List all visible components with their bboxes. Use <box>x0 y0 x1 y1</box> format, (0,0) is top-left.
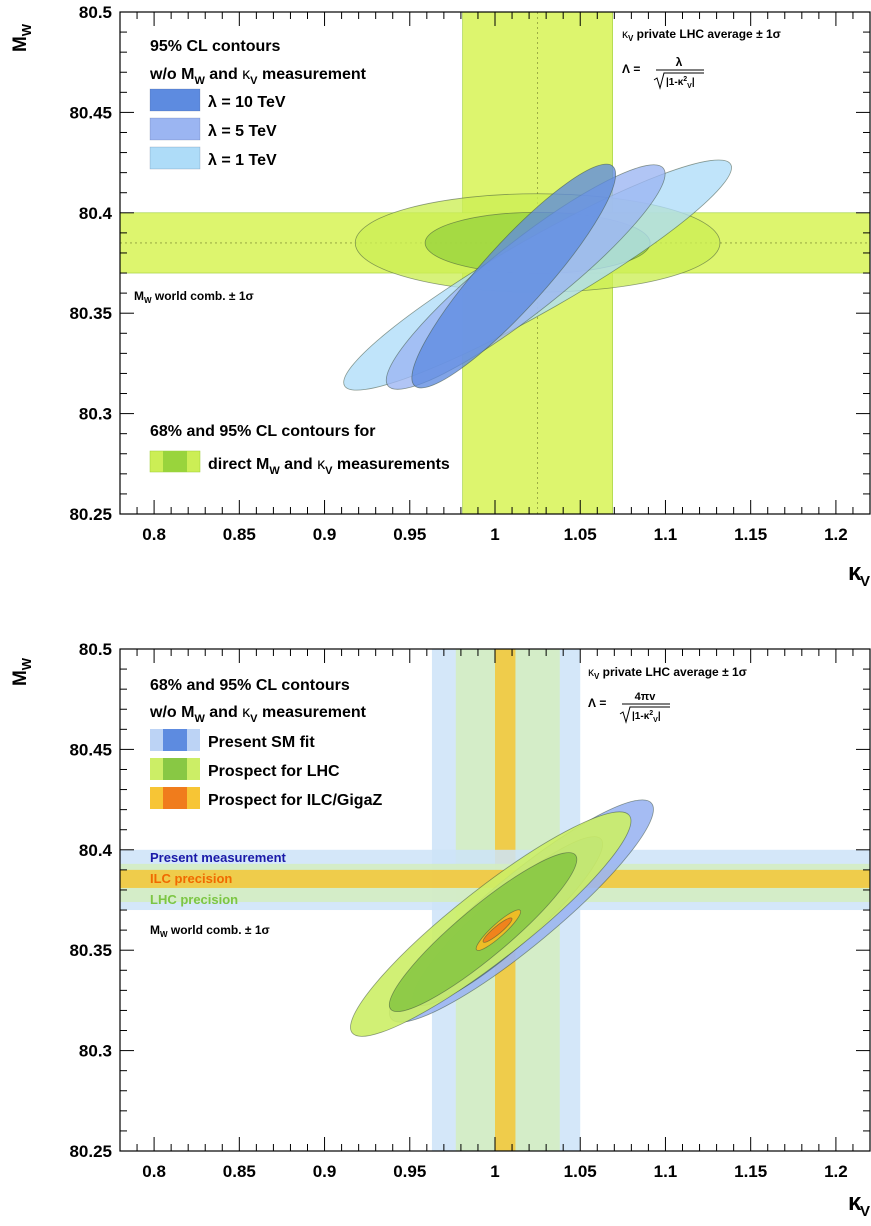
contour-3 <box>388 852 578 1013</box>
svg-text:V: V <box>860 573 870 590</box>
chart-bottom: 0.8 0.85 0.9 0.95 1 1.05 1.1 1.15 1.2 80.25 80.3 80… <box>10 640 871 1220</box>
y-tick-label: 80.5 <box>79 640 112 659</box>
legend-title: 95% CL contours <box>150 38 281 55</box>
x-tick-label: 0.85 <box>223 525 256 544</box>
top-x-axis-label: κ V <box>848 559 870 590</box>
legend-label-2: Prospect for ILC/GigaZ <box>208 792 382 809</box>
lambda-formula: Λ = 4πv |1-κ2V| <box>588 691 670 724</box>
y-tick-label: 80.4 <box>79 204 113 223</box>
bottom-y-axis-label: MW <box>10 657 34 686</box>
svg-text:Λ =: Λ = <box>588 696 606 710</box>
legend-label-1: Prospect for LHC <box>208 763 340 780</box>
legend-swatch-inner-1 <box>163 758 187 780</box>
y-tick-label: 80.5 <box>79 3 112 22</box>
top-annotations: κV private LHC average ± 1σ Λ = λ |1-κ2V… <box>134 27 781 305</box>
x-tick-label: 1.1 <box>654 525 678 544</box>
legend-label-0: Present SM fit <box>208 734 315 751</box>
legend-entries: Present SM fit Prospect for LHC Prospect f… <box>150 729 382 809</box>
legend-label-2: λ = 1 TeV <box>208 152 277 169</box>
legend-swatch-inner-0 <box>163 729 187 751</box>
svg-text:MW: MW <box>10 657 34 686</box>
top-y-axis-label: MW <box>10 23 34 52</box>
x-tick-label: 1 <box>490 525 499 544</box>
legend-label-1: λ = 5 TeV <box>208 123 277 140</box>
top-contours <box>343 159 732 391</box>
mw-band-annotation: MW world comb. ± 1σ <box>150 923 270 939</box>
svg-text:|1-κ2V|: |1-κ2V| <box>632 710 661 724</box>
x-tick-label: 1.1 <box>654 1162 678 1181</box>
kv-band-annotation: κV private LHC average ± 1σ <box>588 665 747 681</box>
direct-legend-label: direct MW and κV measurements <box>208 456 450 477</box>
svg-text:κ: κ <box>848 1189 862 1216</box>
x-tick-label: 1.05 <box>564 525 597 544</box>
contour-4 <box>411 163 617 389</box>
y-tick-label: 80.35 <box>69 304 112 323</box>
contour-5 <box>482 917 513 943</box>
x-tick-label: 0.95 <box>393 525 426 544</box>
lambda-formula: Λ = λ |1-κ2V| <box>622 55 704 90</box>
x-tick-label: 0.85 <box>223 1162 256 1181</box>
svg-text:κ: κ <box>848 559 862 586</box>
y-tick-label: 80.45 <box>69 740 112 759</box>
svg-text:Λ =: Λ = <box>622 62 640 76</box>
legend-swatch-1 <box>149 117 201 141</box>
x-tick-label: 1.2 <box>824 1162 848 1181</box>
top-legend: 95% CL contours w/o MW and κV measuremen… <box>149 38 450 477</box>
legend-title: 68% and 95% CL contours <box>150 677 350 694</box>
svg-text:λ: λ <box>676 55 683 69</box>
legend-subtitle: w/o MW and κV measurement <box>149 66 367 87</box>
y-tick-label: 80.25 <box>69 505 112 524</box>
y-tick-label: 80.3 <box>79 405 112 424</box>
x-tick-label: 0.8 <box>142 525 166 544</box>
svg-text:4πv: 4πv <box>635 691 657 703</box>
mw-band-annotation: MW world comb. ± 1σ <box>134 289 254 305</box>
bottom-x-axis-label: κ V <box>848 1189 870 1220</box>
legend-swatch-inner-2 <box>163 787 187 809</box>
x-tick-label: 0.9 <box>313 525 337 544</box>
x-tick-label: 0.8 <box>142 1162 166 1181</box>
legend-label-0: λ = 10 TeV <box>208 94 286 111</box>
svg-text:MW: MW <box>10 23 34 52</box>
svg-text:V: V <box>860 1203 870 1220</box>
top-axis-ticks: 0.8 0.85 0.9 0.95 1 1.05 1.1 1.15 1.2 80.25 80.3 80… <box>69 3 871 544</box>
x-tick-label: 1.05 <box>564 1162 597 1181</box>
direct-legend-swatch-68 <box>163 451 187 472</box>
y-tick-label: 80.45 <box>69 103 112 122</box>
x-tick-label: 1 <box>490 1162 499 1181</box>
present-measurement-label: Present measurement <box>150 850 287 865</box>
chart-top: 0.8 0.85 0.9 0.95 1 1.05 1.1 1.15 1.2 80.25 80.3 80… <box>10 3 871 590</box>
bottom-contours <box>350 799 654 1037</box>
legend-swatch-0 <box>149 88 201 112</box>
x-tick-label: 1.2 <box>824 525 848 544</box>
lhc-precision-label: LHC precision <box>150 892 238 907</box>
ilc-precision-label: ILC precision <box>150 871 232 886</box>
y-tick-label: 80.4 <box>79 841 113 860</box>
bottom-annotations: κV private LHC average ± 1σ Λ = 4πv |1-κ… <box>150 665 747 939</box>
legend-swatch-2 <box>149 146 201 170</box>
x-tick-label: 0.95 <box>393 1162 426 1181</box>
legend-entries: λ = 10 TeV λ = 5 TeV λ = 1 TeV <box>149 88 286 170</box>
y-tick-label: 80.3 <box>79 1042 112 1061</box>
kv-band-annotation: κV private LHC average ± 1σ <box>622 27 781 43</box>
bottom-axis-ticks: 0.8 0.85 0.9 0.95 1 1.05 1.1 1.15 1.2 80.25 80.3 80… <box>69 640 871 1181</box>
svg-text:|1-κ2V|: |1-κ2V| <box>666 76 695 90</box>
x-tick-label: 1.15 <box>734 525 767 544</box>
direct-legend-title: 68% and 95% CL contours for <box>150 423 376 440</box>
x-tick-label: 0.9 <box>313 1162 337 1181</box>
bottom-legend: 68% and 95% CL contours w/o MW and κV me… <box>149 677 382 809</box>
x-tick-label: 1.15 <box>734 1162 767 1181</box>
y-tick-label: 80.25 <box>69 1142 112 1161</box>
y-tick-label: 80.35 <box>69 941 112 960</box>
legend-subtitle: w/o MW and κV measurement <box>149 704 367 725</box>
